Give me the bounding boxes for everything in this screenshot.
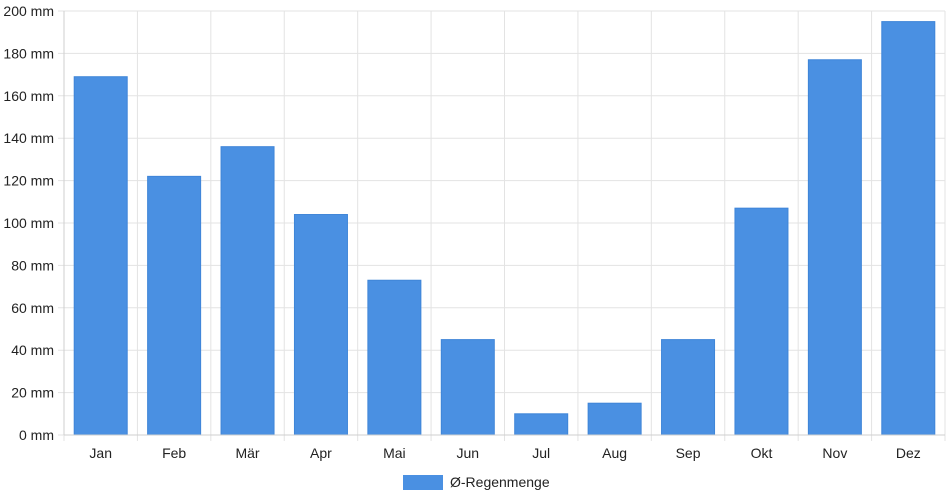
x-tick-label: Okt — [751, 445, 773, 461]
bar-apr[interactable] — [293, 214, 348, 436]
x-tick-label: Apr — [310, 445, 332, 461]
y-tick-label: 20 mm — [11, 385, 54, 401]
x-tick-label: Feb — [162, 445, 186, 461]
x-axis-tick-labels: Jan Feb Mär Apr Mai Jun Jul Aug Sep Okt Nov Dez — [89, 445, 920, 461]
x-tick-label: Aug — [602, 445, 627, 461]
y-axis-tick-labels: 0 mm 20 mm 40 mm 60 mm 80 mm 100 mm 120 mm 140 … — [3, 3, 54, 443]
bar-mai[interactable] — [367, 279, 422, 436]
x-tick-label: Mai — [383, 445, 406, 461]
y-tick-label: 60 mm — [11, 300, 54, 316]
x-tick-label: Nov — [822, 445, 847, 461]
legend[interactable]: Ø-Regenmenge — [403, 474, 550, 490]
y-tick-label: 0 mm — [19, 427, 54, 443]
legend-label[interactable]: Ø-Regenmenge — [450, 474, 550, 490]
bar-aug[interactable] — [587, 402, 642, 436]
y-tick-label: 180 mm — [3, 45, 54, 61]
x-tick-label: Mär — [235, 445, 259, 461]
bar-jul[interactable] — [514, 413, 569, 436]
y-tick-label: 40 mm — [11, 342, 54, 358]
y-tick-label: 200 mm — [3, 3, 54, 19]
bar-jan[interactable] — [73, 76, 128, 436]
x-tick-label: Jul — [532, 445, 550, 461]
y-tick-label: 120 mm — [3, 173, 54, 189]
y-tick-label: 100 mm — [3, 215, 54, 231]
x-tick-label: Jun — [457, 445, 480, 461]
bar-dez[interactable] — [881, 21, 936, 436]
y-tick-label: 160 mm — [3, 88, 54, 104]
axes — [63, 11, 945, 436]
x-tick-label: Jan — [89, 445, 112, 461]
bar-jun[interactable] — [440, 339, 495, 436]
bar-mär[interactable] — [220, 146, 275, 436]
bar-feb[interactable] — [147, 175, 202, 436]
bar-okt[interactable] — [734, 207, 789, 436]
y-tick-label: 140 mm — [3, 130, 54, 146]
y-tick-label: 80 mm — [11, 257, 54, 273]
bar-nov[interactable] — [807, 59, 862, 436]
legend-swatch[interactable] — [403, 475, 443, 490]
x-tick-label: Dez — [896, 445, 921, 461]
x-tick-label: Sep — [676, 445, 701, 461]
bar-series — [73, 21, 936, 436]
bar-sep[interactable] — [661, 339, 716, 436]
